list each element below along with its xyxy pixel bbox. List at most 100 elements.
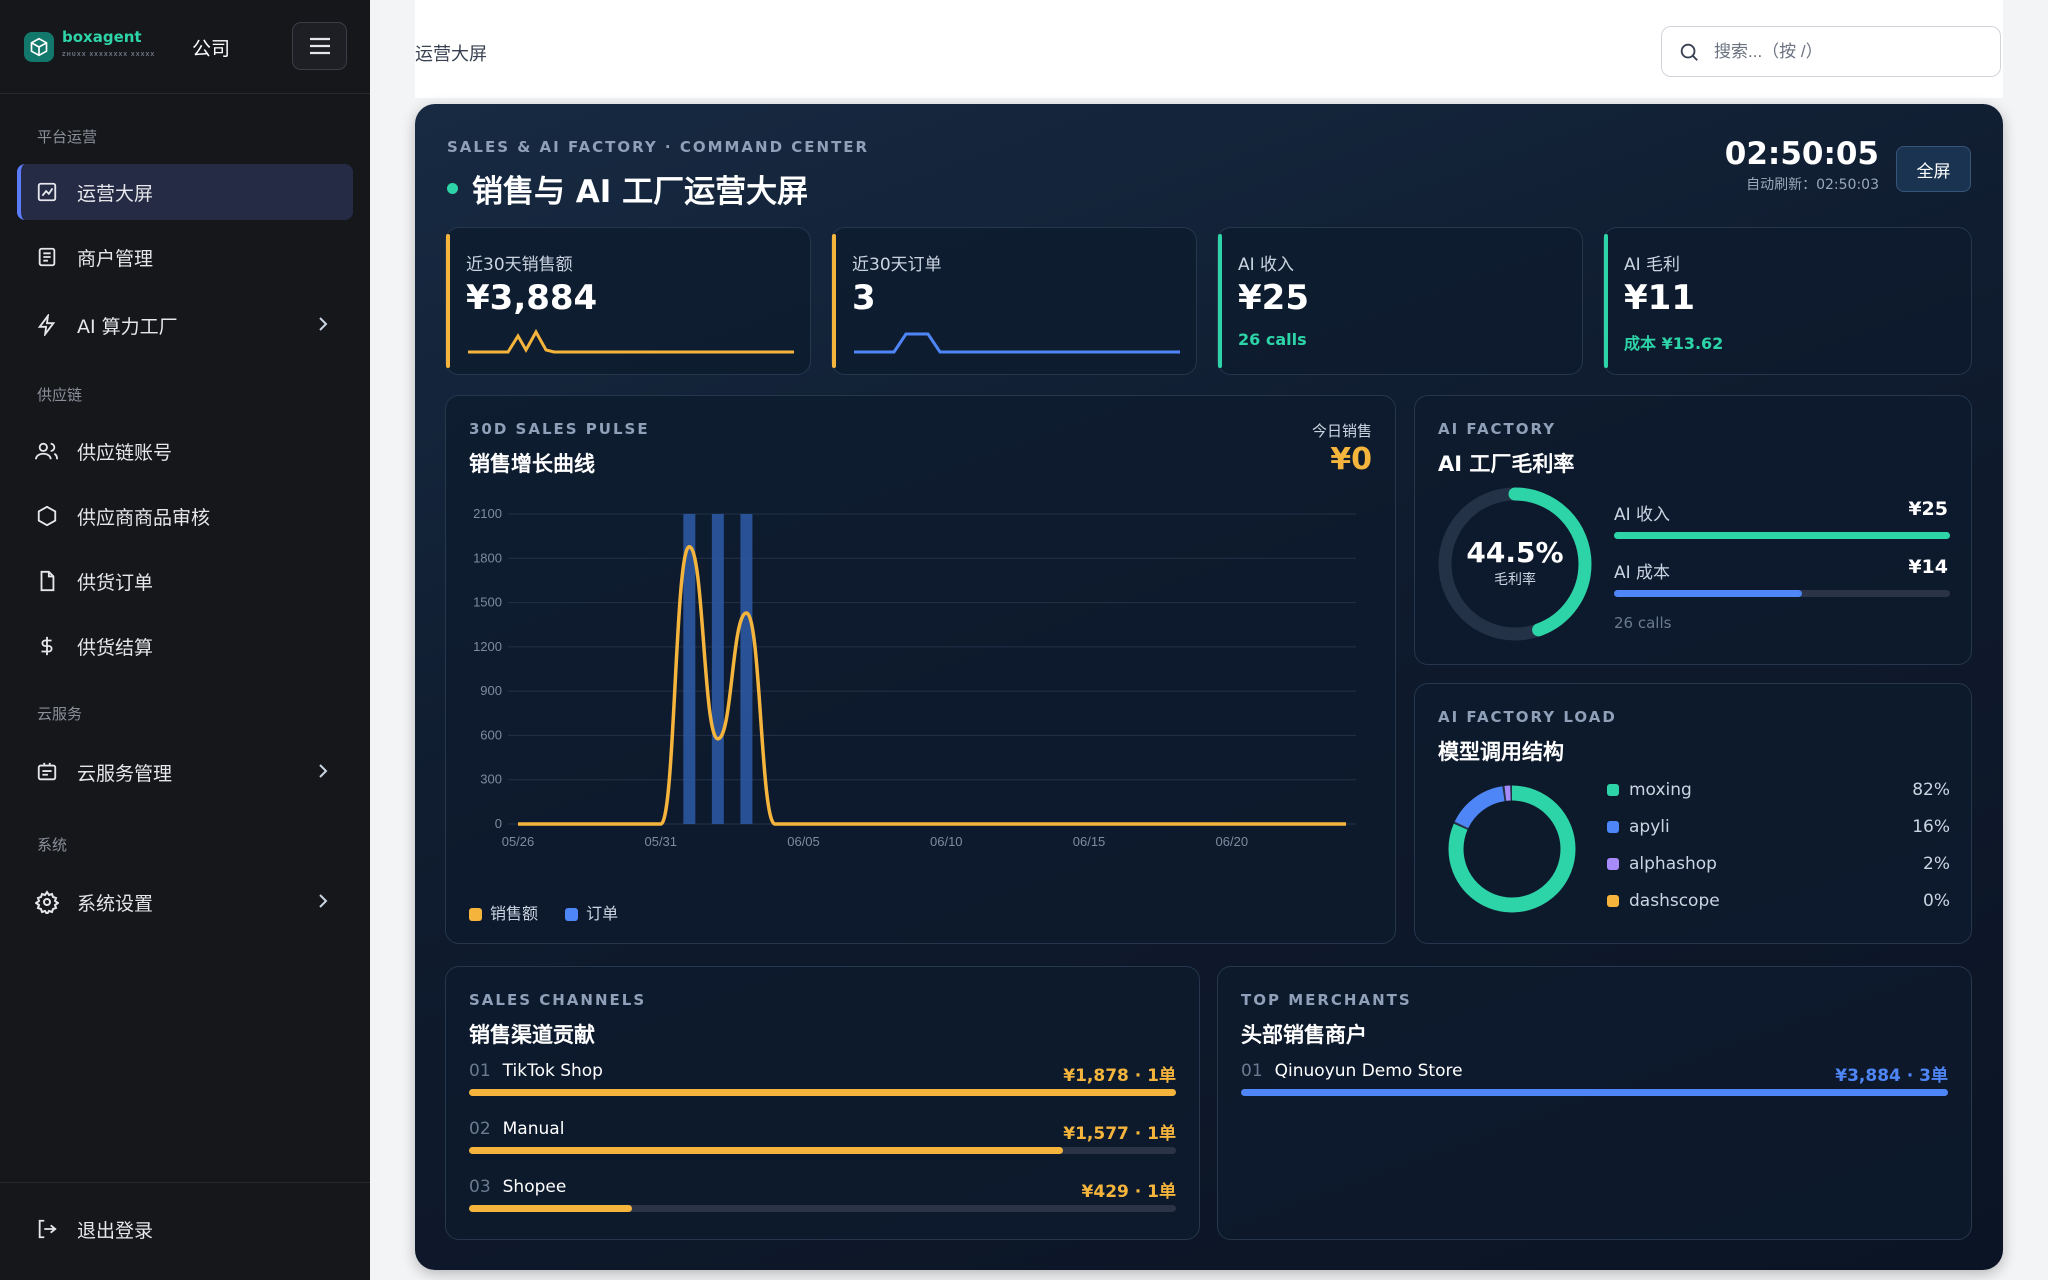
y-tick-label: 900: [480, 683, 502, 698]
row-bar-fill: [469, 1147, 1063, 1154]
ai-revenue-label: AI 收入: [1614, 505, 1671, 525]
nav-label: 供货订单: [77, 571, 154, 594]
row-rank: 02: [469, 1119, 491, 1139]
ai-calls: 26 calls: [1614, 614, 1672, 632]
nav-dashboard[interactable]: 运营大屏: [17, 164, 353, 220]
nav-supply-accounts[interactable]: 供应链账号: [17, 423, 353, 479]
section-cloud: 云服务: [37, 705, 83, 723]
section-system: 系统: [37, 836, 68, 854]
row-bar-fill: [469, 1205, 632, 1212]
row-name: Manual: [502, 1119, 565, 1139]
sales-pulse-chart: 0 300 600 900 1200 1500 1800 2100 05/26 05/31 06/0…: [473, 506, 1356, 849]
model-row: dashscope 0%: [1607, 891, 1950, 928]
merchants-title: 头部销售商户: [1241, 1023, 1367, 1047]
row-bar-fill: [1241, 1089, 1948, 1096]
auto-refresh-text: 自动刷新：02:50:03: [1746, 177, 1879, 193]
model-row: alphashop 2%: [1607, 854, 1950, 891]
margin-gauge: [1438, 487, 1592, 641]
ranked-row[interactable]: 01 TikTok Shop ¥1,878 · 1单: [469, 1061, 1176, 1101]
y-tick-label: 1800: [473, 550, 502, 565]
model-name: alphashop: [1629, 854, 1717, 874]
model-pct: 82%: [1912, 780, 1950, 800]
logout-button[interactable]: 退出登录: [17, 1201, 353, 1257]
clock: 02:50:05: [1724, 136, 1879, 172]
nav-ai-factory[interactable]: AI 算力工厂: [17, 297, 353, 353]
ai-margin-card: AI FACTORY AI 工厂毛利率 44.5% 毛利率 AI 收入 ¥25 …: [1414, 395, 1972, 665]
dashboard-title: 销售与 AI 工厂运营大屏: [472, 174, 809, 210]
donut-slice-moxing: [1448, 785, 1576, 913]
nav-label: 运营大屏: [77, 182, 154, 205]
row-bar: [469, 1205, 1176, 1212]
legend-swatch: [565, 908, 579, 921]
company-label: 公司: [192, 38, 231, 60]
nav-supply-settlement[interactable]: 供货结算: [17, 618, 353, 674]
row-rank: 01: [1241, 1061, 1263, 1081]
nav-cloud-mgmt[interactable]: 云服务管理: [17, 744, 353, 800]
brand-name: boxagent ZHUXX XXXXXXXX XXXXX: [62, 28, 156, 59]
model-pct: 0%: [1923, 891, 1950, 911]
kpi-label: AI 毛利: [1624, 255, 1681, 275]
x-tick-label: 05/26: [502, 834, 535, 849]
brand-logo[interactable]: boxagent ZHUXX XXXXXXXX XXXXX: [24, 30, 172, 63]
search-icon: [1680, 43, 1698, 61]
ai-load-card: AI FACTORY LOAD 模型调用结构 moxing 82% apyli 16%…: [1414, 683, 1972, 944]
sales-channels-card: SALES CHANNELS 销售渠道贡献 01 TikTok Shop ¥1,87…: [445, 966, 1200, 1240]
nav-merchants[interactable]: 商户管理: [17, 229, 353, 285]
row-rank: 01: [469, 1061, 491, 1081]
search-box[interactable]: [1661, 26, 2001, 77]
channels-title: 销售渠道贡献: [469, 1023, 595, 1047]
row-name: Qinuoyun Demo Store: [1274, 1061, 1463, 1081]
row-value: ¥1,878 · 1单: [1063, 1066, 1176, 1086]
model-donut: [1448, 785, 1576, 913]
today-sales-label: 今日销售: [1311, 422, 1372, 440]
kpi-accent-bar: [1604, 234, 1608, 368]
order-bar: [740, 514, 753, 824]
logout-label: 退出登录: [77, 1219, 154, 1242]
chevron-right-icon: [319, 894, 328, 908]
ranked-row[interactable]: 03 Shopee ¥429 · 1单: [469, 1177, 1176, 1217]
kpi-accent-bar: [1218, 234, 1222, 368]
ai-revenue-fill: [1614, 532, 1950, 539]
users-icon: [35, 439, 59, 463]
section-platform: 平台运营: [37, 128, 98, 146]
model-pct: 16%: [1912, 817, 1950, 837]
legend-swatch: [469, 908, 482, 921]
row-bar-fill: [469, 1089, 1176, 1096]
ranked-row[interactable]: 01 Qinuoyun Demo Store ¥3,884 · 3单: [1241, 1061, 1948, 1101]
x-tick-label: 06/05: [787, 834, 820, 849]
nav-supply-orders[interactable]: 供货订单: [17, 553, 353, 609]
ai-cost-value: ¥14: [1908, 556, 1948, 578]
ranked-row[interactable]: 02 Manual ¥1,577 · 1单: [469, 1119, 1176, 1159]
legend-swatch: [1607, 784, 1619, 796]
dollar-icon: [35, 634, 59, 658]
sidebar: boxagent ZHUXX XXXXXXXX XXXXX 公司 平台运营 运营大…: [0, 0, 370, 1280]
row-bar: [469, 1089, 1176, 1096]
legend-sales: 销售额: [490, 904, 539, 923]
kpi-sub: 26 calls: [1238, 330, 1307, 349]
ai-load-title: 模型调用结构: [1438, 740, 1564, 764]
model-row: moxing 82%: [1607, 780, 1950, 817]
nav-settings[interactable]: 系统设置: [17, 874, 353, 930]
row-name: TikTok Shop: [502, 1061, 603, 1081]
nav-supplier-review[interactable]: 供应商商品审核: [17, 488, 353, 544]
row-value: ¥3,884 · 3单: [1835, 1066, 1948, 1086]
fullscreen-button[interactable]: 全屏: [1896, 146, 1971, 192]
gauge-label: 毛利率: [1494, 572, 1536, 588]
top-merchants-card: TOP MERCHANTS 头部销售商户 01 Qinuoyun Demo Sto…: [1217, 966, 1972, 1240]
ai-load-eyebrow: AI FACTORY LOAD: [1438, 708, 1617, 726]
y-tick-label: 600: [480, 727, 502, 742]
row-bar: [1241, 1089, 1948, 1096]
y-tick-label: 1500: [473, 595, 502, 610]
row-name: Shopee: [502, 1177, 567, 1197]
legend-swatch: [1607, 821, 1619, 833]
ai-cost-label: AI 成本: [1614, 563, 1671, 583]
kpi-label: AI 收入: [1238, 255, 1295, 275]
sales-line: [518, 545, 1346, 826]
menu-toggle-button[interactable]: [292, 22, 347, 70]
file-icon: [35, 569, 59, 593]
legend-orders: 订单: [586, 904, 619, 923]
search-input[interactable]: [1714, 41, 1974, 62]
kpi-sparkline: [854, 332, 1180, 354]
dashboard-eyebrow: SALES & AI FACTORY · COMMAND CENTER: [447, 138, 870, 156]
nav-label: 供应链账号: [77, 441, 173, 464]
